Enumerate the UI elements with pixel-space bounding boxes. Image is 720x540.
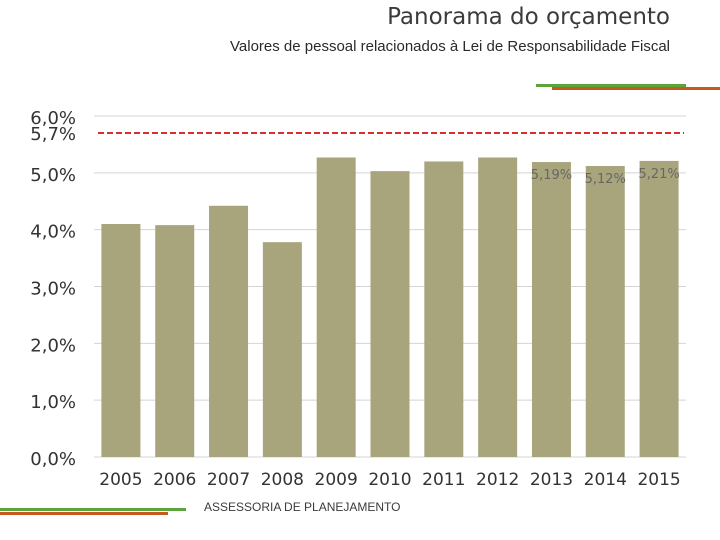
x-tick-label: 2011: [422, 470, 465, 490]
limit-line-label: 5,7%: [30, 124, 76, 145]
x-tick-label: 2006: [153, 470, 196, 490]
bar: [262, 242, 302, 457]
bar: [478, 157, 518, 457]
bar: [585, 166, 625, 457]
bar: [209, 205, 249, 457]
y-tick-label: 1,0%: [30, 392, 76, 413]
y-tick-label: 6,0%: [30, 108, 76, 129]
bar: [101, 223, 141, 457]
bar: [424, 161, 464, 457]
y-tick-label: 4,0%: [30, 222, 76, 243]
x-tick-label: 2008: [261, 470, 304, 490]
y-tick-label: 0,0%: [30, 449, 76, 470]
x-tick-label: 2014: [584, 470, 627, 490]
bar: [370, 171, 410, 457]
bar: [639, 160, 679, 458]
page-subtitle: Valores de pessoal relacionados à Lei de…: [230, 38, 670, 55]
x-tick-label: 2012: [476, 470, 519, 490]
x-tick-label: 2013: [530, 470, 573, 490]
bar: [316, 157, 356, 457]
bar: [155, 225, 195, 457]
x-tick-label: 2005: [99, 470, 142, 490]
data-label: 5,12%: [585, 172, 626, 187]
y-tick-label: 3,0%: [30, 279, 76, 300]
footer-accent-orange: [0, 512, 168, 515]
data-label: 5,21%: [638, 167, 679, 182]
bar: [531, 162, 571, 457]
x-tick-label: 2007: [207, 470, 250, 490]
page-title: Panorama do orçamento: [387, 4, 670, 30]
footer-label: ASSESSORIA DE PLANEJAMENTO: [204, 500, 401, 514]
header-accent-orange: [552, 87, 720, 90]
y-tick-label: 5,0%: [30, 165, 76, 186]
x-tick-label: 2009: [315, 470, 358, 490]
header-accent-green: [536, 84, 686, 87]
footer-accent-green: [0, 508, 186, 511]
data-label: 5,19%: [531, 168, 572, 183]
x-tick-label: 2015: [637, 470, 680, 490]
y-tick-label: 2,0%: [30, 335, 76, 356]
x-tick-label: 2010: [368, 470, 411, 490]
